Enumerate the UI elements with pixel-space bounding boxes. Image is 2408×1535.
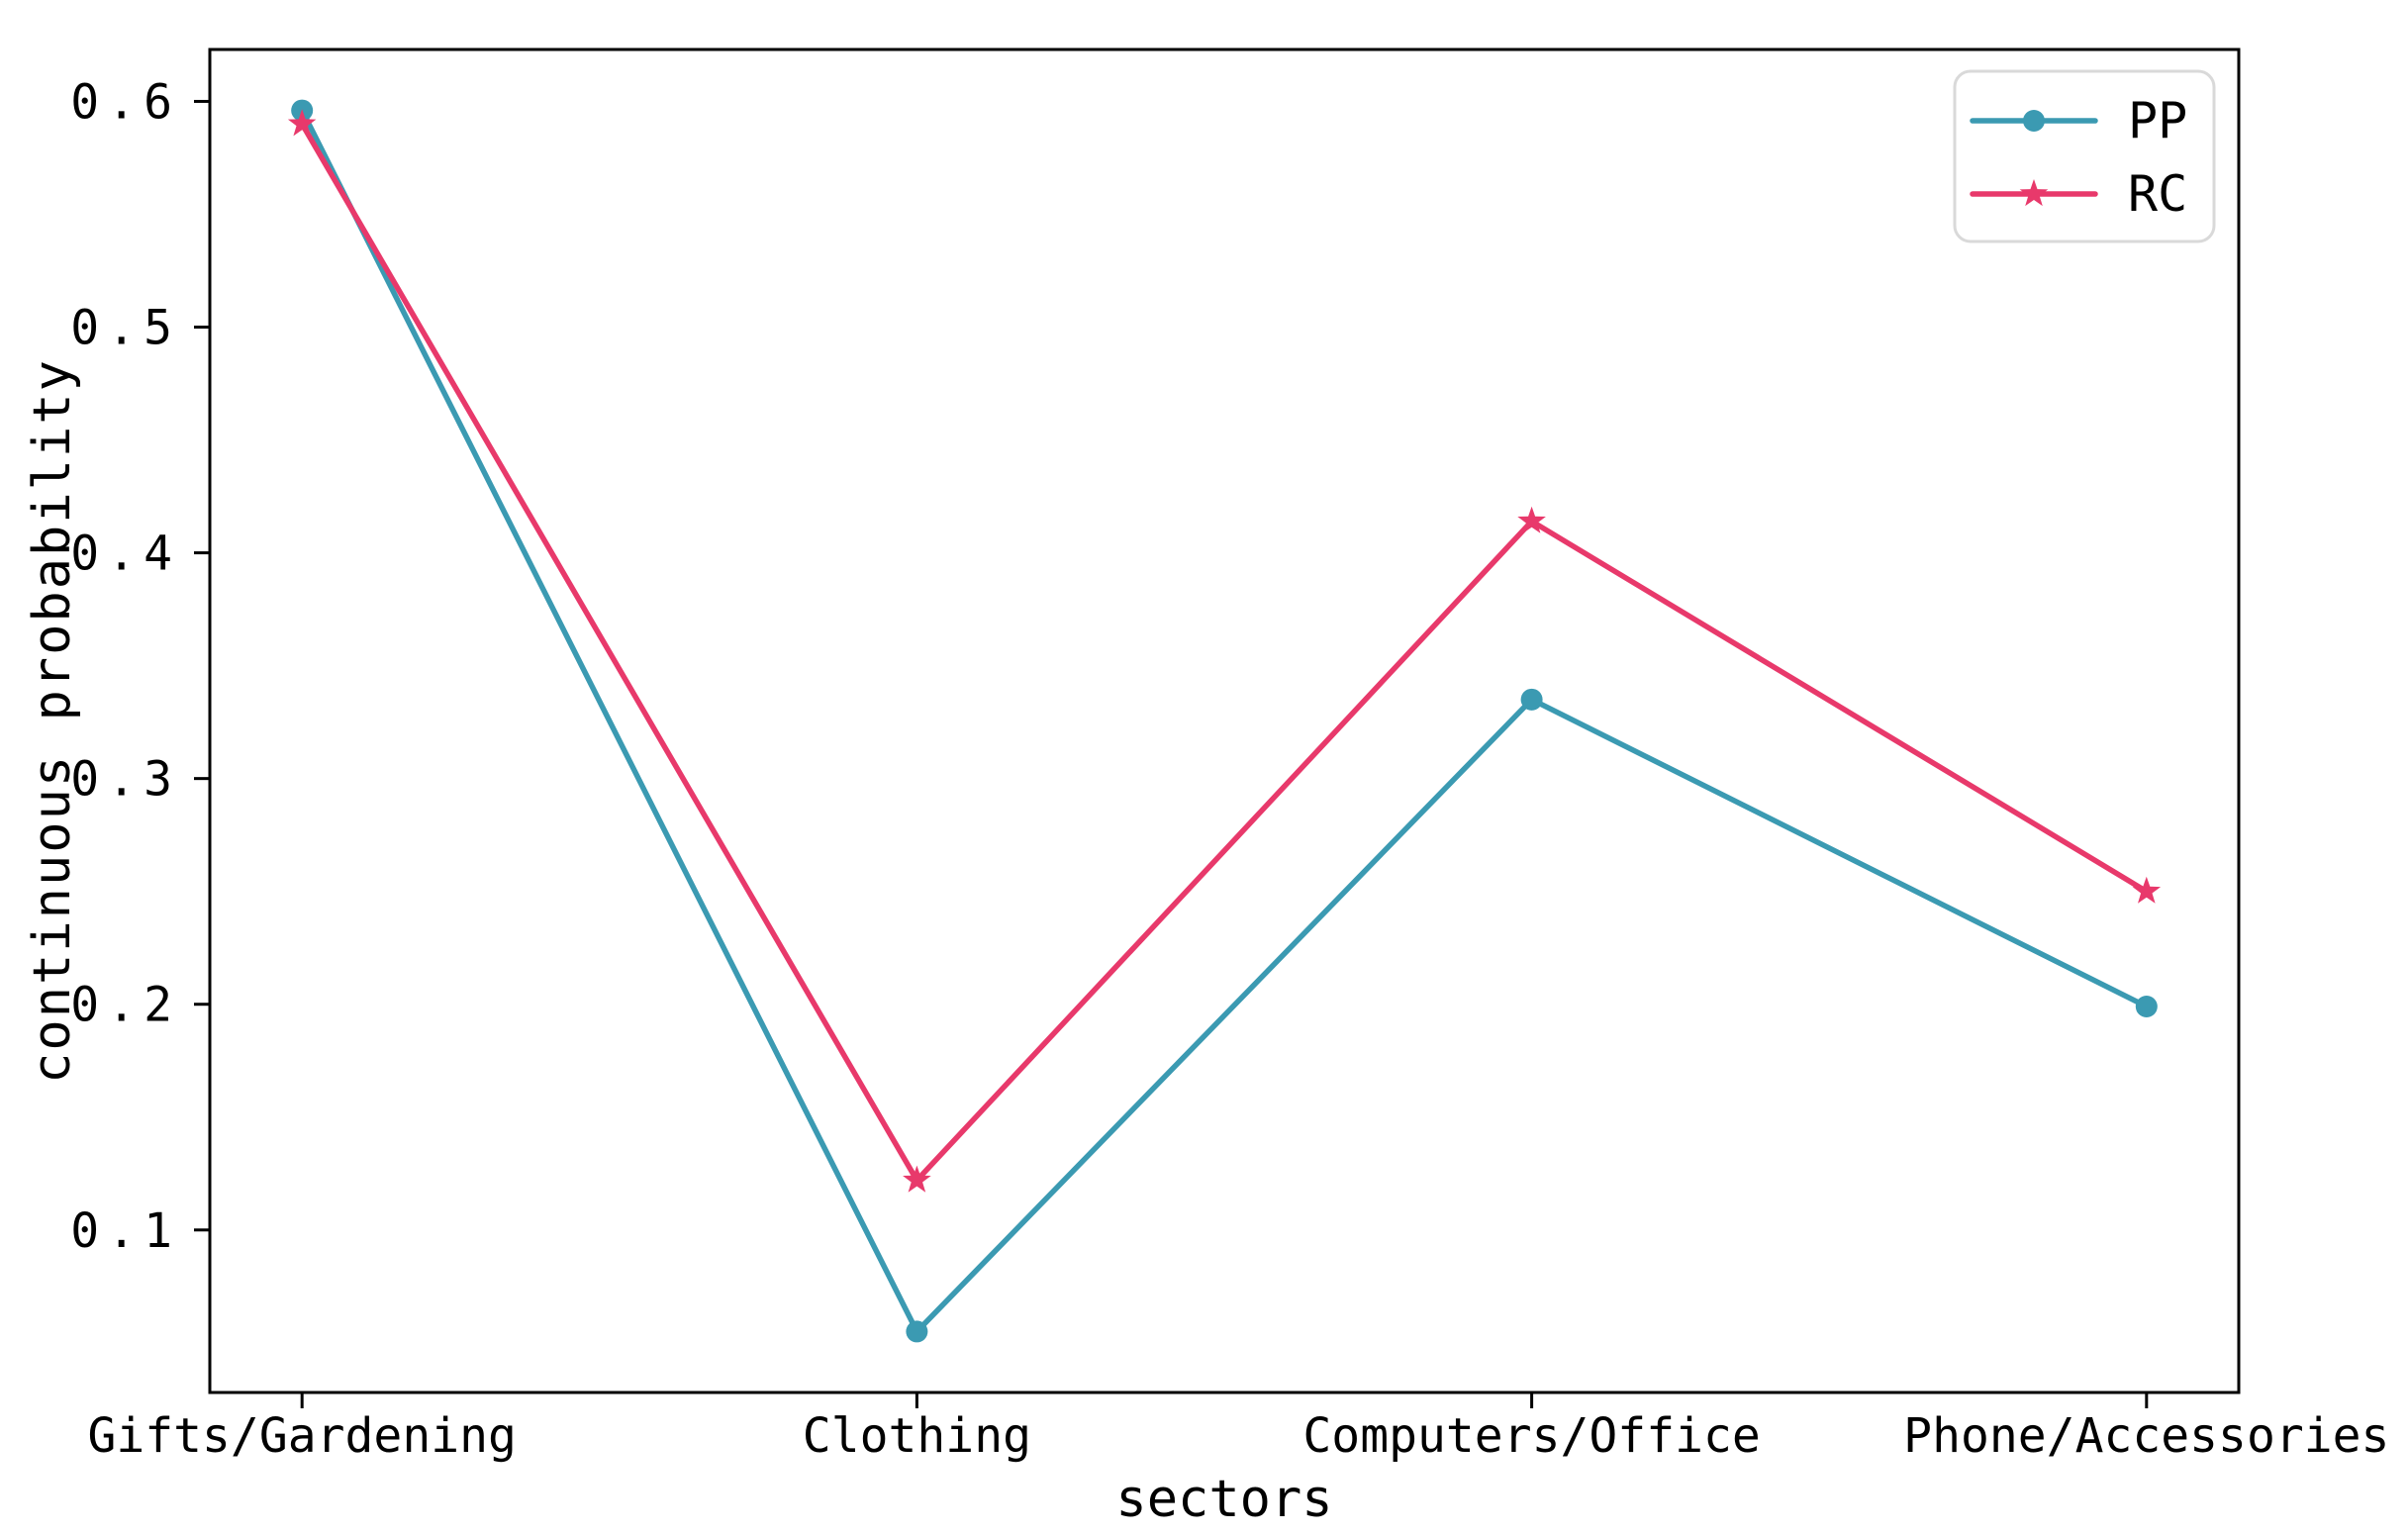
- x-tick-label: Computers/Office: [1302, 1408, 1760, 1464]
- series-pp-line: [299, 107, 2150, 1335]
- series-rc-line: [299, 121, 2150, 1184]
- series-pp-marker: [1520, 688, 1543, 711]
- series-rc-marker: [903, 1165, 931, 1193]
- legend-box: PP RC: [1953, 69, 2216, 243]
- y-tick-label: 0.6: [70, 74, 180, 130]
- legend-entry-pp-marker: [2023, 110, 2045, 132]
- x-tick-label: Clothing: [803, 1408, 1031, 1464]
- plot-border: [208, 48, 2241, 1394]
- series-rc-marker: [287, 109, 317, 137]
- series-pp-marker: [2135, 996, 2158, 1018]
- x-axis-label: sectors: [1115, 1470, 1332, 1529]
- y-tick-label: 0.4: [70, 527, 180, 582]
- y-tick-label: 0.2: [70, 978, 180, 1033]
- x-tick-label: Phone/Accessories: [1903, 1408, 2389, 1464]
- legend-entry-rc-marker: [2019, 179, 2049, 207]
- y-tick-label: 0.5: [70, 301, 180, 356]
- y-tick-label: 0.1: [70, 1203, 180, 1259]
- legend-entry-pp-label: PP: [2128, 92, 2187, 149]
- legend-frame: [1953, 69, 2216, 243]
- x-tick-label: Gifts/Gardening: [87, 1408, 516, 1464]
- y-axis-label: continuous probability: [23, 358, 82, 1084]
- y-tick-label: 0.3: [70, 752, 180, 808]
- series-rc-marker: [1517, 506, 1546, 533]
- series-pp-marker: [906, 1320, 928, 1343]
- series-rc-marker: [2132, 876, 2162, 904]
- legend-entry-rc-label: RC: [2128, 165, 2187, 223]
